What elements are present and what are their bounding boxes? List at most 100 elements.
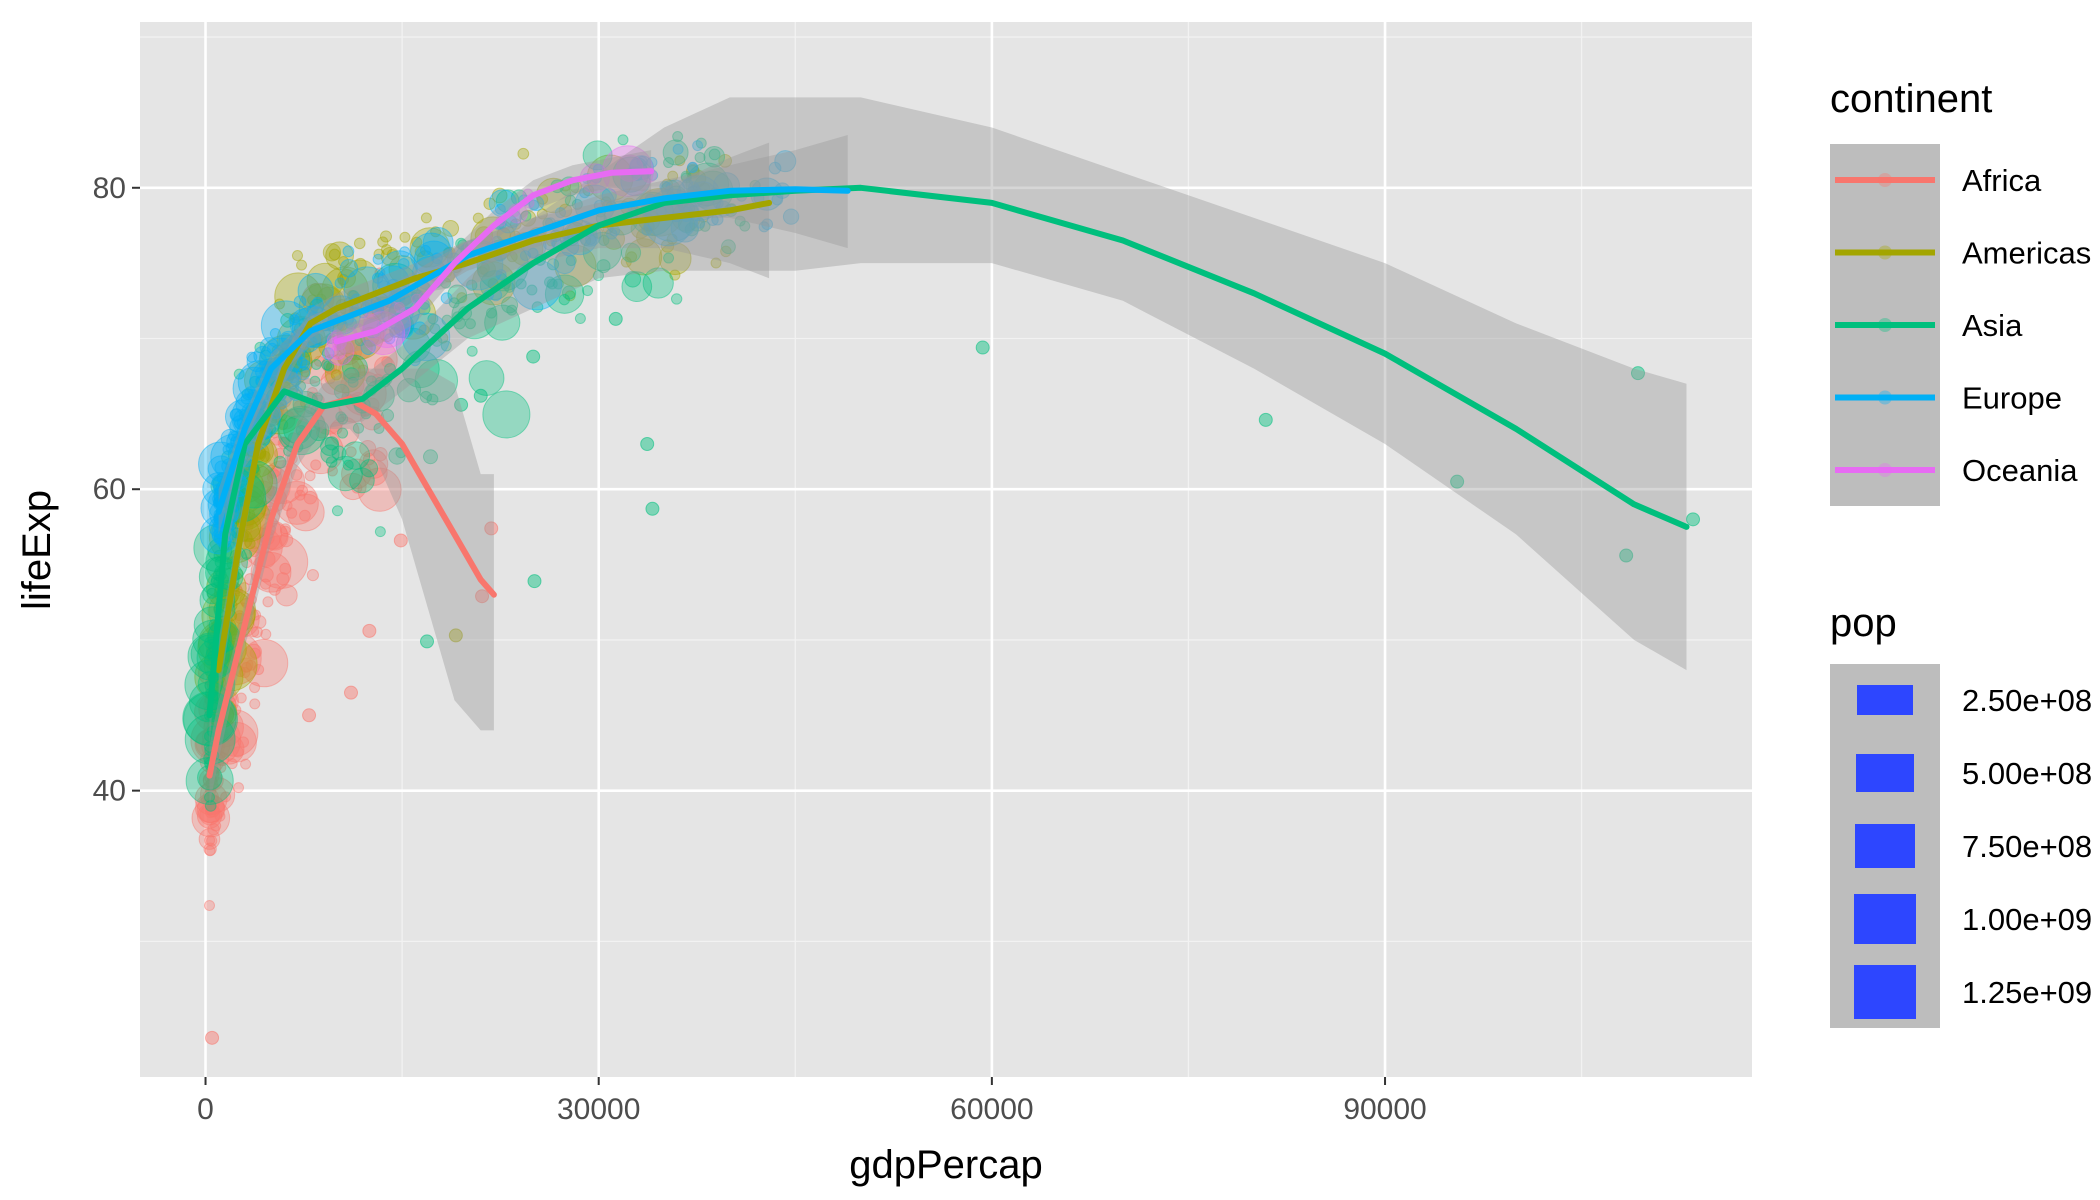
- data-point: [686, 163, 700, 177]
- data-point: [739, 220, 751, 232]
- data-point: [359, 459, 379, 478]
- data-point: [277, 437, 290, 450]
- data-point: [362, 623, 377, 638]
- data-point: [774, 150, 797, 173]
- data-point: [315, 293, 327, 305]
- data-point: [344, 685, 359, 700]
- data-point: [291, 250, 304, 262]
- data-point: [1619, 548, 1634, 563]
- data-point: [252, 615, 267, 629]
- data-point: [484, 304, 521, 341]
- data-point: [672, 143, 684, 155]
- data-point: [208, 799, 220, 811]
- data-point: [341, 371, 387, 417]
- data-point: [544, 274, 585, 314]
- data-point: [185, 756, 234, 805]
- data-point: [294, 489, 306, 501]
- data-point: [325, 241, 354, 271]
- data-point: [202, 788, 219, 806]
- data-point: [466, 345, 478, 357]
- data-point: [285, 507, 298, 519]
- data-point: [526, 284, 538, 296]
- data-point: [347, 376, 359, 388]
- data-point: [205, 1030, 220, 1045]
- data-point: [340, 372, 365, 398]
- data-point: [708, 148, 721, 161]
- legend-label-asia: Asia: [1962, 308, 2023, 343]
- data-point: [411, 236, 423, 248]
- data-point: [354, 257, 367, 271]
- data-point: [620, 256, 632, 268]
- data-point: [558, 203, 573, 218]
- data-point: [661, 178, 673, 191]
- data-point: [659, 180, 671, 193]
- data-point: [255, 367, 267, 379]
- data-point: [321, 359, 333, 371]
- data-point: [296, 259, 308, 271]
- data-point: [241, 388, 254, 401]
- data-point: [280, 313, 295, 328]
- data-point: [327, 455, 363, 492]
- data-point: [552, 278, 564, 290]
- data-point: [473, 388, 488, 403]
- data-point: [351, 482, 363, 494]
- data-point: [289, 312, 301, 324]
- data-point: [238, 657, 254, 673]
- data-point: [380, 408, 395, 423]
- data-point: [447, 284, 468, 305]
- data-point: [592, 269, 605, 282]
- data-point: [373, 248, 385, 260]
- data-point: [482, 390, 531, 439]
- data-point: [338, 256, 350, 268]
- data-point: [720, 245, 732, 258]
- data-point: [519, 209, 537, 227]
- data-point: [248, 375, 261, 388]
- data-point: [328, 248, 341, 261]
- data-point: [267, 467, 279, 479]
- data-point: [232, 746, 244, 758]
- data-point: [214, 685, 226, 697]
- data-point: [401, 323, 413, 335]
- data-point: [455, 237, 468, 250]
- data-point: [423, 449, 439, 465]
- data-point: [203, 792, 216, 805]
- data-point: [238, 582, 250, 594]
- data-point: [297, 272, 334, 310]
- data-point: [274, 298, 286, 310]
- data-point: [662, 139, 689, 166]
- data-point: [214, 460, 229, 475]
- data-point: [194, 793, 225, 823]
- data-point: [621, 271, 653, 303]
- data-point: [330, 344, 346, 361]
- data-point: [272, 406, 285, 419]
- data-point: [296, 484, 309, 497]
- x-tick-label: 0: [197, 1093, 214, 1126]
- legend-pop-label: 1.00e+09: [1962, 902, 2092, 937]
- data-point: [331, 445, 347, 461]
- legend-pop-label: 1.25e+09: [1962, 975, 2092, 1010]
- data-point: [222, 444, 234, 456]
- data-point: [703, 145, 726, 168]
- data-point: [381, 244, 393, 256]
- data-point: [206, 804, 220, 818]
- data-point: [196, 794, 226, 824]
- data-point: [626, 251, 638, 263]
- data-point: [501, 296, 519, 314]
- data-point: [299, 359, 311, 371]
- data-point: [476, 266, 488, 278]
- data-point: [680, 170, 692, 182]
- data-point: [582, 184, 595, 197]
- data-point: [393, 533, 408, 548]
- smooth-line-oceania: [333, 168, 655, 345]
- data-point: [228, 430, 240, 442]
- data-point: [275, 409, 296, 430]
- data-point: [198, 828, 221, 850]
- data-point: [546, 258, 560, 271]
- data-point: [241, 661, 253, 673]
- data-point: [250, 609, 262, 621]
- data-point: [471, 261, 516, 306]
- data-point: [414, 246, 426, 258]
- data-point: [281, 500, 293, 512]
- data-point: [636, 227, 656, 248]
- data-point: [426, 393, 439, 406]
